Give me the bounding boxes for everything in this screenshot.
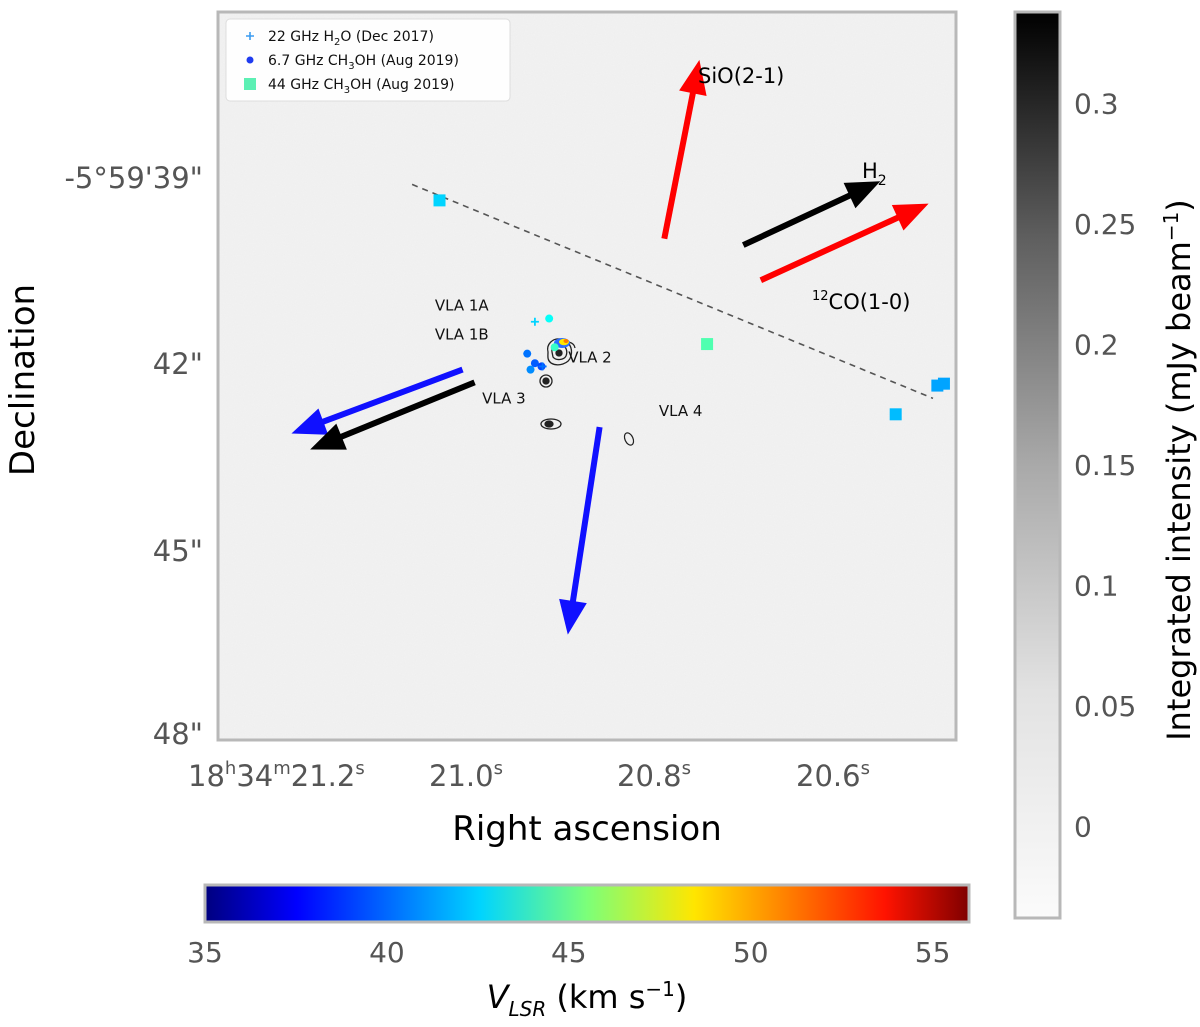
sio-label: SiO(2-1): [698, 64, 784, 88]
maser-6-7ghz-point: [550, 343, 559, 352]
velocity-colorbar: [203, 883, 971, 924]
maser-44ghz-point: [433, 194, 446, 207]
y-axis-label: Declination: [3, 284, 43, 476]
legend-entry: 44 GHz CH3OH (Aug 2019): [244, 77, 454, 96]
arrow-shaft: [759, 214, 901, 283]
colorbar-tick-label: 0.3: [1074, 88, 1119, 121]
legend-label: 44 GHz CH3OH (Aug 2019): [268, 77, 454, 96]
colorbar-tick-label: 35: [187, 936, 223, 969]
legend-marker-plus: [246, 32, 254, 40]
maser-44ghz-point: [701, 338, 714, 351]
y-tick-label: 45": [153, 534, 203, 568]
outflow-arrow: [759, 203, 929, 283]
colorbar-tick-label: 40: [369, 936, 405, 969]
colorbar-tick-label: 0.15: [1074, 449, 1136, 482]
x-tick-label: 20.6s: [796, 758, 870, 793]
maser-6-7ghz-point: [530, 359, 539, 368]
vla3-contours: [540, 418, 562, 430]
source-label: VLA 4: [659, 402, 703, 420]
arrow-shaft: [320, 366, 464, 426]
arrow-shaft: [338, 379, 476, 441]
legend-entry: 6.7 GHz CH3OH (Aug 2019): [246, 53, 459, 72]
legend-entry: 22 GHz H2O (Dec 2017): [246, 29, 434, 48]
co-label: 12CO(1-0): [812, 289, 910, 314]
maser-22ghz-point: [530, 317, 539, 326]
vla4-contours: [623, 432, 635, 446]
dashed-line: [411, 183, 934, 400]
h2-label: H2: [862, 159, 887, 189]
colorbar-tick-label: 0.1: [1074, 569, 1119, 602]
colorbar-intensity-label: Integrated intensity (mJy beam−1): [1159, 199, 1198, 741]
colorbar-tick-label: 45: [551, 936, 587, 969]
legend-marker-square: [244, 78, 256, 90]
colorbar-velocity-label: VLSR (km s−1): [487, 977, 688, 1021]
arrow-head: [291, 408, 329, 435]
arrow-head: [559, 598, 587, 635]
maser-44ghz-point: [937, 377, 950, 390]
noise-texture: [218, 12, 956, 740]
outflow-arrow: [559, 426, 603, 635]
outflow-arrow: [310, 379, 476, 450]
colorbar-tick-label: 0.2: [1074, 329, 1119, 362]
y-tick-label: 48": [153, 717, 203, 751]
legend-marker-dot: [246, 56, 254, 64]
arrow-shaft: [661, 90, 697, 240]
source-label: VLA 2: [568, 349, 612, 367]
plot-frame: [216, 10, 958, 742]
arrow-head: [310, 423, 347, 450]
maser-6-7ghz-point: [523, 349, 532, 358]
source-label: VLA 1A: [435, 296, 490, 314]
x-tick-label: 20.8s: [617, 758, 691, 793]
x-tick-label: 18h34m21.2s: [188, 758, 365, 793]
outflow-arrow: [661, 59, 707, 240]
colorbar-tick-label: 0.25: [1074, 208, 1136, 241]
x-tick-label: 21.0s: [429, 758, 503, 793]
colorbar-tick-label: 0: [1074, 810, 1092, 843]
maser-44ghz-point: [889, 408, 902, 421]
colorbar-tick-label: 50: [733, 936, 769, 969]
y-tick-label: -5°59'39": [64, 161, 203, 195]
arrow-head: [679, 59, 707, 96]
maser-22ghz-point: [538, 362, 547, 371]
arrow-shaft: [569, 426, 603, 604]
legend-label: 6.7 GHz CH3OH (Aug 2019): [268, 53, 459, 72]
vla1a-colored-emission: [554, 338, 570, 348]
source-label: VLA 3: [482, 389, 526, 407]
maser-6-7ghz-point: [526, 365, 535, 374]
legend: 22 GHz H2O (Dec 2017) 6.7 GHz CH3OH (Aug …: [225, 18, 511, 102]
arrow-head: [843, 181, 881, 209]
outflow-arrow: [291, 366, 464, 435]
source-label: VLA 1B: [435, 325, 489, 343]
colorbar-tick-label: 0.05: [1074, 690, 1136, 723]
x-axis-label: Right ascension: [452, 809, 722, 849]
vla2-contours: [539, 374, 553, 388]
colorbar-tick-label: 55: [915, 936, 951, 969]
intensity-colorbar: [1013, 10, 1062, 920]
arrow-shaft: [741, 192, 853, 248]
legend-label: 22 GHz H2O (Dec 2017): [268, 29, 434, 48]
maser-6-7ghz-point: [545, 314, 554, 323]
y-tick-label: 42": [153, 347, 203, 381]
outflow-arrow: [741, 181, 881, 248]
arrow-head: [891, 203, 929, 231]
